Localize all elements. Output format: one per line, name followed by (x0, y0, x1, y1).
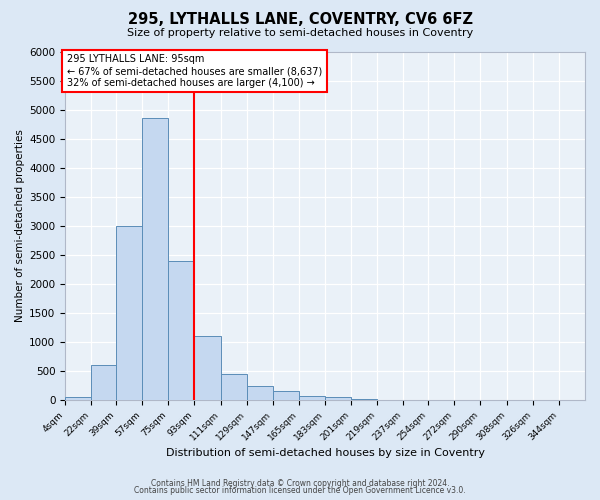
Bar (299, 396, 325, 400)
Text: Size of property relative to semi-detached houses in Coventry: Size of property relative to semi-detach… (127, 28, 473, 38)
Bar (221, 374, 247, 400)
Bar (91, 366, 116, 400)
Bar (142, 118, 168, 400)
Bar (273, 392, 299, 400)
Text: 295 LYTHALLS LANE: 95sqm
← 67% of semi-detached houses are smaller (8,637)
32% o: 295 LYTHALLS LANE: 95sqm ← 67% of semi-d… (67, 54, 322, 88)
Y-axis label: Number of semi-detached properties: Number of semi-detached properties (15, 130, 25, 322)
Text: Contains HM Land Registry data © Crown copyright and database right 2024.: Contains HM Land Registry data © Crown c… (151, 478, 449, 488)
Text: 295, LYTHALLS LANE, COVENTRY, CV6 6FZ: 295, LYTHALLS LANE, COVENTRY, CV6 6FZ (128, 12, 473, 28)
X-axis label: Distribution of semi-detached houses by size in Coventry: Distribution of semi-detached houses by … (166, 448, 485, 458)
Bar (116, 226, 142, 400)
Bar (194, 336, 221, 400)
Bar (351, 398, 377, 400)
Bar (65, 397, 91, 400)
Bar (247, 386, 273, 400)
Bar (325, 397, 351, 400)
Bar (168, 260, 194, 400)
Text: Contains public sector information licensed under the Open Government Licence v3: Contains public sector information licen… (134, 486, 466, 495)
